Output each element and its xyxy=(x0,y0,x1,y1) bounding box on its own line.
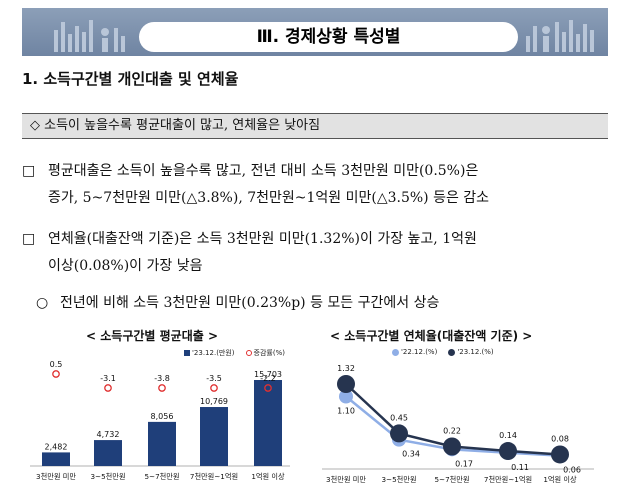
bar-value-label: 8,056 xyxy=(151,412,174,421)
legend-marker-label: 증감률(%) xyxy=(253,349,285,357)
bullet-paragraph-2: □ 연체율(대출잔액 기준)은 소득 3천만원 미만(1.32%)이 가장 높고… xyxy=(22,226,612,280)
bullet-text-2: 연체율(대출잔액 기준)은 소득 3천만원 미만(1.32%)이 가장 높고, … xyxy=(48,231,477,274)
point-2023-1 xyxy=(337,375,355,393)
data-label: 0.45 xyxy=(390,413,408,422)
data-label: 0.11 xyxy=(511,463,529,472)
data-label: 1.32 xyxy=(337,364,355,373)
data-label: 0.22 xyxy=(443,427,461,436)
data-label: 0.08 xyxy=(551,434,569,443)
x-tick-label: 3~5천만원 xyxy=(90,472,125,481)
delinquency-chart-title: < 소득구간별 연체율(대출잔액 기준) > xyxy=(330,329,533,343)
bar-value-label: 15,703 xyxy=(254,370,282,379)
loan-chart-legend: '23.12.(만원) 증감률(%) xyxy=(184,348,293,358)
data-label: 0.06 xyxy=(563,466,581,475)
legend-2022-label: '22.12.(%) xyxy=(401,348,438,356)
legend-item-2022: '22.12.(%) xyxy=(392,348,437,356)
growth-marker-1 xyxy=(52,370,60,378)
x-tick-label: 7천만원~1억원 xyxy=(484,475,532,484)
circle-marker-icon xyxy=(245,350,252,356)
data-label: 1.10 xyxy=(337,407,355,416)
point-2023-3 xyxy=(443,437,461,456)
bullet-paragraph-1: □ 평균대출은 소득이 높을수록 많고, 전년 대비 소득 3천만원 미만(0.… xyxy=(22,158,612,212)
series-2023-swatch-icon xyxy=(448,348,456,356)
point-2022-1 xyxy=(339,389,353,404)
section-heading: 1. 소득구간별 개인대출 및 연체율 xyxy=(22,70,239,88)
growth-value-label: 0.5 xyxy=(50,360,63,369)
city-skyline-decoration-right xyxy=(526,20,594,52)
bar-2 xyxy=(94,440,122,466)
legend-item-2023: '23.12.(%) xyxy=(448,348,494,356)
legend-item-bar: '23.12.(만원) xyxy=(184,348,235,358)
bar-swatch-icon xyxy=(184,350,190,356)
x-tick-label: 7천만원~1억원 xyxy=(190,472,238,481)
bar-value-label: 4,732 xyxy=(97,430,120,439)
x-tick-label: 1억원 이상 xyxy=(543,475,577,484)
data-label: 0.34 xyxy=(402,450,420,459)
loan-bar-chart: 2,482 0.5 3천만원 미만 4,732 -3.1 3~5천만원 8,056 -3.8 5… xyxy=(30,360,290,481)
x-tick-label: 5~7천만원 xyxy=(434,475,469,484)
growth-marker-3 xyxy=(158,384,166,392)
data-label: 0.17 xyxy=(455,459,473,468)
loan-chart-title: < 소득구간별 평균대출 > xyxy=(86,329,219,343)
bar-4 xyxy=(200,407,228,466)
growth-value-label: -3.1 xyxy=(100,374,116,383)
point-2023-5 xyxy=(551,445,569,464)
point-2023-4 xyxy=(499,442,517,461)
bar-5 xyxy=(254,380,282,466)
delinquency-line-chart: 1.10 0.34 0.17 0.11 0.06 1.32 0.45 0.22 0.14 0.08… xyxy=(322,364,594,484)
x-tick-label: 3천만원 미만 xyxy=(36,472,76,481)
bar-value-label: 10,769 xyxy=(200,397,228,406)
bar-1 xyxy=(42,452,70,466)
point-2023-2 xyxy=(390,424,408,443)
sub-bullet-paragraph: ○ 전년에 비해 소득 3천만원 미만(0.23%p) 등 모든 구간에서 상승 xyxy=(36,290,624,317)
sub-bullet-text: 전년에 비해 소득 3천만원 미만(0.23%p) 등 모든 구간에서 상승 xyxy=(60,295,440,311)
checkbox-bullet-icon: □ xyxy=(22,163,36,179)
x-tick-label: 5~7천만원 xyxy=(144,472,179,481)
legend-bar-label: '23.12.(만원) xyxy=(192,349,235,357)
growth-value-label: -2.2 xyxy=(260,374,276,383)
x-tick-label: 3~5천만원 xyxy=(381,475,416,484)
summary-box: ◇ 소득이 높을수록 평균대출이 많고, 연체율은 낮아짐 xyxy=(22,113,608,139)
growth-marker-4 xyxy=(210,384,218,392)
bullet-text-1: 평균대출은 소득이 높을수록 많고, 전년 대비 소득 3천만원 미만(0.5%… xyxy=(48,163,490,206)
bar-value-label: 2,482 xyxy=(45,442,68,451)
data-label: 0.14 xyxy=(499,431,517,440)
series-2022-swatch-icon xyxy=(392,348,399,356)
delinquency-chart-legend: '22.12.(%) '23.12.(%) xyxy=(392,348,502,356)
x-tick-label: 3천만원 미만 xyxy=(326,475,366,484)
bar-3 xyxy=(148,421,176,466)
circle-bullet-icon: ○ xyxy=(36,295,49,311)
city-skyline-decoration-left xyxy=(54,20,125,52)
growth-value-label: -3.5 xyxy=(206,374,222,383)
banner-title: Ⅲ. 경제상황 특성별 xyxy=(139,22,518,52)
growth-marker-5 xyxy=(264,384,272,392)
growth-value-label: -3.8 xyxy=(154,374,170,383)
x-tick-label: 1억원 이상 xyxy=(251,472,285,481)
legend-2023-label: '23.12.(%) xyxy=(457,348,494,356)
legend-item-marker: 증감률(%) xyxy=(245,348,285,358)
section-banner: Ⅲ. 경제상황 특성별 xyxy=(22,8,608,56)
growth-marker-2 xyxy=(104,384,112,392)
checkbox-bullet-icon: □ xyxy=(22,231,36,247)
